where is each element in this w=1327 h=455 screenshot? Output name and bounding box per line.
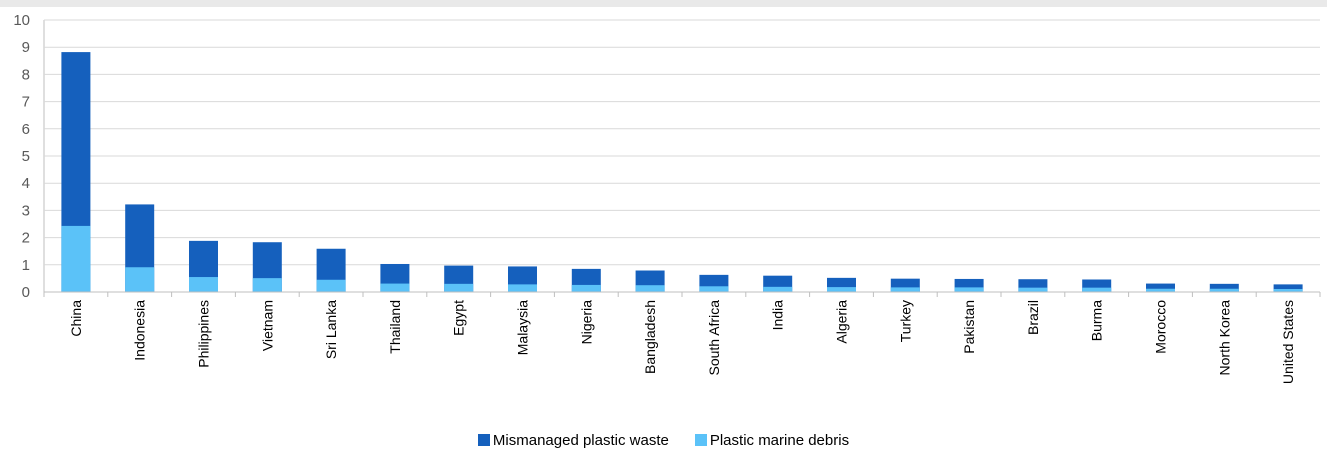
y-tick-label: 3 [22, 202, 30, 219]
x-tick-label: Vietnam [259, 300, 275, 351]
bar-plastic-marine-debris [125, 267, 155, 292]
bar-plastic-marine-debris [252, 278, 282, 292]
bar-mismanaged-plastic-waste [1273, 284, 1303, 292]
y-axis-ticks: 0 1 2 3 4 5 6 7 8 9 10 [13, 12, 30, 301]
y-tick-label: 6 [22, 121, 30, 138]
x-tick-label: North Korea [1216, 300, 1232, 376]
x-tick-label: Turkey [897, 300, 913, 342]
legend: Mismanaged plastic waste Plastic marine … [0, 430, 1327, 450]
bar-plastic-marine-debris [890, 287, 920, 292]
x-tick-label: Bangladesh [642, 300, 658, 374]
bar-mismanaged-plastic-waste [1146, 283, 1175, 292]
bar-plastic-marine-debris [316, 279, 346, 292]
x-tick-label: Egypt [451, 300, 467, 336]
y-tick-label: 4 [22, 175, 30, 192]
y-tick-label: 2 [22, 230, 30, 247]
top-border [0, 0, 1327, 7]
legend-item-mismanaged: Mismanaged plastic waste [477, 431, 669, 449]
bar-plastic-marine-debris [61, 225, 91, 292]
bar-plastic-marine-debris [827, 287, 856, 292]
x-tick-label: Nigeria [578, 300, 594, 345]
bar-plastic-marine-debris [635, 285, 665, 292]
bar-plastic-marine-debris [571, 284, 601, 292]
x-axis-labels: China Indonesia Philippines Vietnam Sri Lank… [68, 300, 1296, 384]
y-tick-label: 8 [22, 66, 30, 83]
x-axis-tick-marks [43, 292, 1321, 297]
bar-plastic-marine-debris [380, 283, 410, 292]
legend-swatch-marine-debris [694, 434, 707, 446]
legend-label-mismanaged: Mismanaged plastic waste [492, 431, 669, 449]
y-tick-label: 7 [22, 94, 30, 111]
x-tick-label: Brazil [1025, 300, 1041, 335]
x-tick-label: Burma [1089, 300, 1105, 341]
bar-plastic-marine-debris [1082, 287, 1112, 292]
bar-plastic-marine-debris [699, 286, 729, 292]
x-tick-label: South Africa [706, 300, 722, 376]
bar-plastic-marine-debris [954, 287, 984, 292]
x-tick-label: India [770, 300, 786, 331]
y-tick-label: 10 [13, 12, 30, 29]
x-tick-label: Morocco [1153, 300, 1169, 354]
x-tick-label: United States [1280, 300, 1296, 384]
x-tick-label: Sri Lanka [323, 300, 339, 359]
x-tick-label: Thailand [387, 300, 403, 354]
bar-plastic-marine-debris [763, 286, 793, 292]
x-tick-label: Indonesia [132, 300, 148, 361]
bar-plastic-marine-debris [444, 283, 474, 292]
bar-plastic-marine-debris [189, 277, 218, 292]
x-tick-label: Algeria [834, 300, 850, 344]
bar-plastic-marine-debris [1273, 289, 1303, 292]
bar-plastic-marine-debris [1209, 288, 1239, 292]
bar-plastic-marine-debris [508, 284, 537, 292]
y-tick-label: 9 [22, 39, 30, 56]
x-tick-label: Philippines [196, 300, 212, 368]
bars [61, 52, 1303, 292]
x-tick-label: China [68, 300, 84, 337]
gridlines [44, 19, 1320, 266]
legend-label-marine-debris: Plastic marine debris [709, 431, 850, 449]
bar-mismanaged-plastic-waste [1209, 283, 1239, 292]
y-tick-label: 1 [22, 257, 30, 274]
y-tick-label: 5 [22, 148, 30, 165]
legend-item-marine-debris: Plastic marine debris [694, 431, 850, 449]
legend-swatch-mismanaged [477, 434, 490, 446]
bar-plastic-marine-debris [1146, 288, 1175, 292]
x-tick-label: Malaysia [515, 300, 531, 355]
y-tick-label: 0 [22, 284, 30, 301]
x-tick-label: Pakistan [961, 300, 977, 354]
bar-plastic-marine-debris [1018, 287, 1048, 292]
